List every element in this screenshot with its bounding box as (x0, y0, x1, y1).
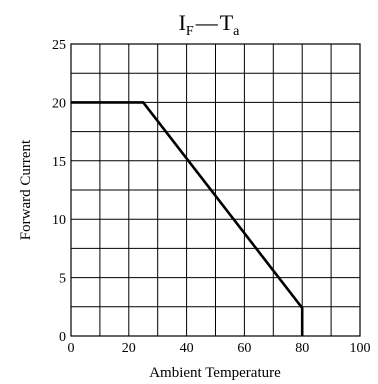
y-tick-label: 20 (52, 96, 66, 111)
y-tick-labels: 0 5 10 15 20 25 (52, 38, 66, 345)
title-main-subscript: F (186, 24, 194, 39)
x-tick-label: 60 (237, 341, 251, 356)
title-main-letter: I (179, 10, 186, 35)
grid (70, 43, 361, 337)
x-tick-label: 100 (350, 341, 371, 356)
title-dash: — (195, 10, 219, 35)
plot-frame (70, 43, 361, 337)
y-tick-label: 25 (52, 38, 66, 53)
x-tick-label: 0 (68, 341, 75, 356)
x-tick-label: 40 (180, 341, 194, 356)
x-tick-labels: 0 20 40 60 80 100 (68, 341, 371, 356)
y-tick-label: 15 (52, 155, 66, 170)
x-axis-label: Ambient Temperature (149, 365, 281, 381)
title-second-letter: T (220, 10, 234, 35)
series-group (71, 101, 304, 336)
derating-curve (71, 101, 304, 336)
chart-title: IF—Ta (179, 10, 241, 39)
y-tick-label: 0 (59, 330, 66, 345)
y-tick-label: 10 (52, 213, 66, 228)
y-tick-label: 5 (59, 272, 66, 287)
x-tick-label: 20 (122, 341, 136, 356)
title-second-subscript: a (233, 24, 240, 39)
y-axis-label: Forward Current (18, 139, 34, 240)
x-tick-label: 80 (295, 341, 309, 356)
